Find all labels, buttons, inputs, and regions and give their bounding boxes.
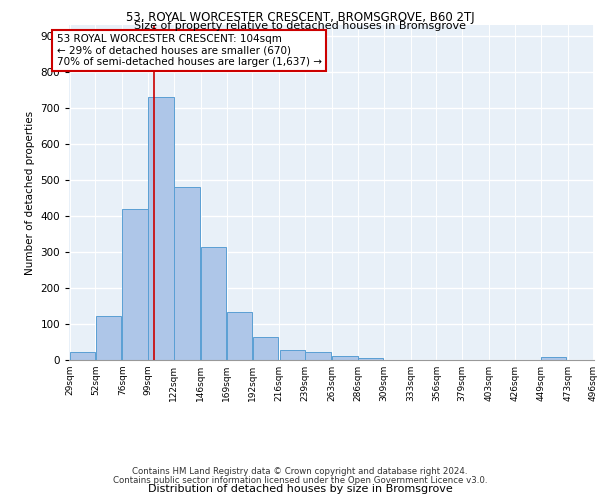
Bar xyxy=(70,352,95,360)
Bar xyxy=(332,356,358,360)
Bar xyxy=(227,312,252,360)
Bar xyxy=(280,350,305,360)
Bar xyxy=(305,352,331,360)
Y-axis label: Number of detached properties: Number of detached properties xyxy=(25,110,35,274)
Text: 53, ROYAL WORCESTER CRESCENT, BROMSGROVE, B60 2TJ: 53, ROYAL WORCESTER CRESCENT, BROMSGROVE… xyxy=(125,11,475,24)
Bar xyxy=(358,358,383,360)
Bar xyxy=(174,187,200,360)
Text: Contains HM Land Registry data © Crown copyright and database right 2024.: Contains HM Land Registry data © Crown c… xyxy=(132,467,468,476)
Bar xyxy=(541,358,566,360)
Text: Distribution of detached houses by size in Bromsgrove: Distribution of detached houses by size … xyxy=(148,484,452,494)
Text: Size of property relative to detached houses in Bromsgrove: Size of property relative to detached ho… xyxy=(134,21,466,31)
Bar xyxy=(95,316,121,360)
Text: Contains public sector information licensed under the Open Government Licence v3: Contains public sector information licen… xyxy=(113,476,487,485)
Bar xyxy=(253,336,278,360)
Bar xyxy=(122,210,148,360)
Bar xyxy=(201,248,226,360)
Bar xyxy=(148,97,174,360)
Text: 53 ROYAL WORCESTER CRESCENT: 104sqm
← 29% of detached houses are smaller (670)
7: 53 ROYAL WORCESTER CRESCENT: 104sqm ← 29… xyxy=(56,34,322,67)
